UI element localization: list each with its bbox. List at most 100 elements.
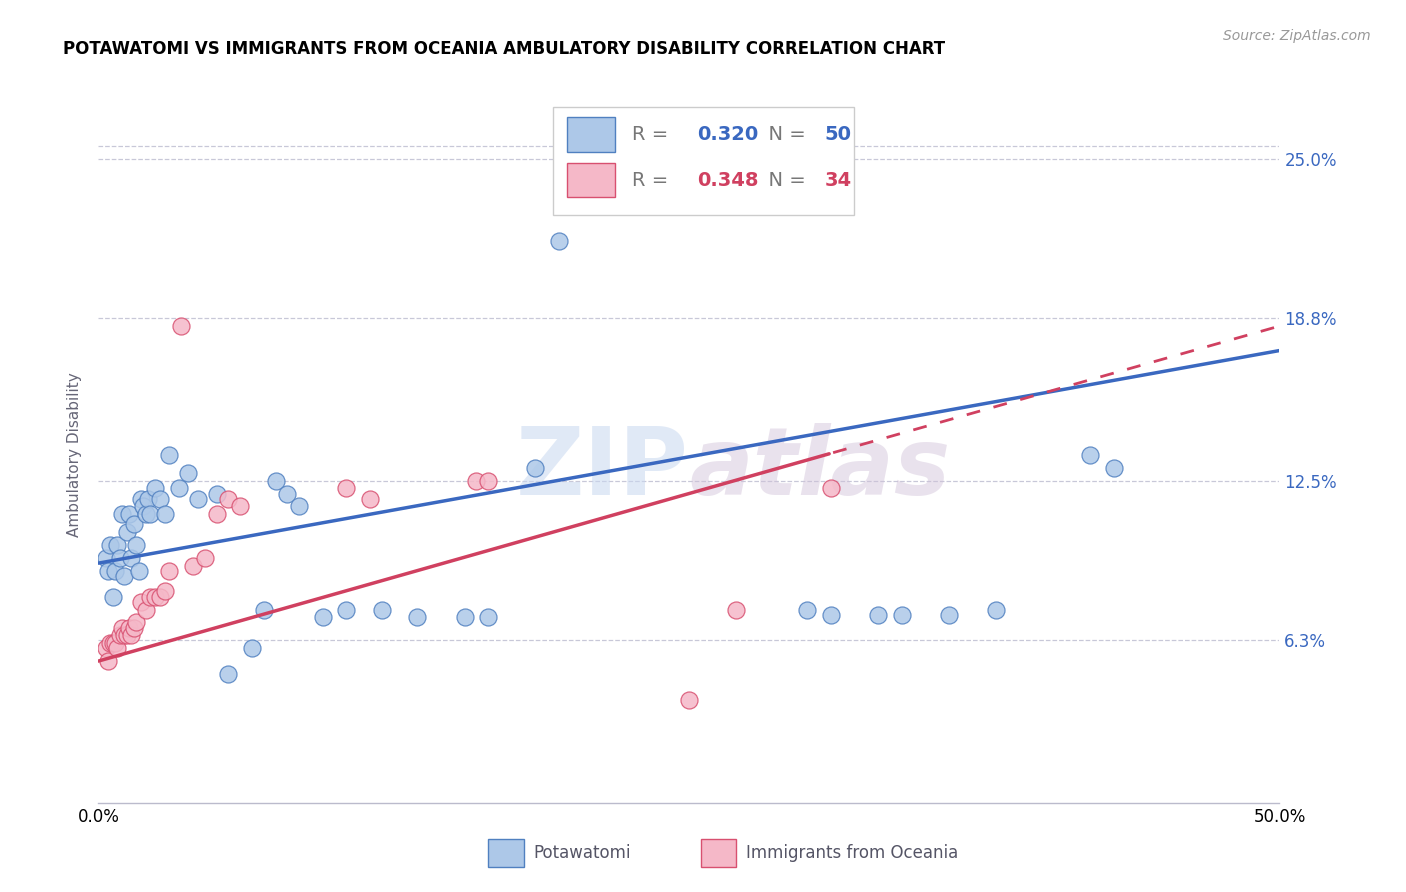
Point bbox=[548, 234, 571, 248]
Point bbox=[1080, 448, 1102, 462]
Point bbox=[984, 602, 1007, 616]
Text: ZIP: ZIP bbox=[516, 423, 689, 515]
Point bbox=[820, 607, 842, 622]
Point bbox=[104, 564, 127, 578]
Point bbox=[890, 607, 912, 622]
Point bbox=[101, 590, 124, 604]
Point bbox=[128, 564, 150, 578]
Point bbox=[122, 621, 145, 635]
Point bbox=[229, 500, 252, 514]
FancyBboxPatch shape bbox=[567, 118, 614, 153]
Point bbox=[104, 636, 127, 650]
Point bbox=[217, 491, 239, 506]
Point bbox=[112, 628, 135, 642]
Text: 34: 34 bbox=[825, 170, 852, 190]
Point bbox=[111, 621, 134, 635]
Text: R =: R = bbox=[633, 170, 675, 190]
Point bbox=[217, 667, 239, 681]
Point bbox=[105, 641, 128, 656]
Point bbox=[129, 491, 152, 506]
Point bbox=[181, 558, 204, 573]
Point bbox=[105, 538, 128, 552]
Point bbox=[94, 551, 117, 566]
Text: R =: R = bbox=[633, 126, 675, 145]
Point bbox=[101, 636, 124, 650]
Point bbox=[98, 636, 121, 650]
Point bbox=[205, 486, 228, 500]
FancyBboxPatch shape bbox=[567, 162, 614, 197]
Point bbox=[132, 500, 155, 514]
Text: POTAWATOMI VS IMMIGRANTS FROM OCEANIA AMBULATORY DISABILITY CORRELATION CHART: POTAWATOMI VS IMMIGRANTS FROM OCEANIA AM… bbox=[63, 40, 945, 58]
Text: N =: N = bbox=[756, 126, 813, 145]
Point bbox=[465, 474, 488, 488]
Point bbox=[115, 525, 138, 540]
Point bbox=[406, 610, 429, 624]
Point bbox=[108, 551, 131, 566]
Point bbox=[135, 507, 157, 521]
Point bbox=[796, 602, 818, 616]
Text: 50: 50 bbox=[825, 126, 852, 145]
Point bbox=[153, 584, 176, 599]
Text: Immigrants from Oceania: Immigrants from Oceania bbox=[745, 844, 957, 862]
Point bbox=[149, 491, 172, 506]
Point bbox=[253, 602, 276, 616]
Text: Source: ZipAtlas.com: Source: ZipAtlas.com bbox=[1223, 29, 1371, 43]
Point bbox=[312, 610, 335, 624]
FancyBboxPatch shape bbox=[488, 839, 523, 867]
Point bbox=[938, 607, 960, 622]
Text: Potawatomi: Potawatomi bbox=[533, 844, 630, 862]
Point bbox=[187, 491, 209, 506]
Point bbox=[725, 602, 748, 616]
Point bbox=[276, 486, 298, 500]
Point bbox=[205, 507, 228, 521]
Point bbox=[335, 602, 357, 616]
Point bbox=[125, 615, 148, 630]
Point bbox=[97, 654, 120, 668]
Point bbox=[149, 590, 172, 604]
Point bbox=[678, 692, 700, 706]
Point bbox=[453, 610, 475, 624]
Point bbox=[359, 491, 381, 506]
Point bbox=[111, 507, 134, 521]
Point bbox=[1102, 460, 1125, 475]
Point bbox=[135, 602, 157, 616]
Point bbox=[866, 607, 889, 622]
Text: N =: N = bbox=[756, 170, 813, 190]
Point bbox=[194, 551, 217, 566]
Point bbox=[122, 517, 145, 532]
Point bbox=[136, 491, 159, 506]
Point bbox=[143, 482, 166, 496]
Point bbox=[157, 564, 180, 578]
Text: atlas: atlas bbox=[689, 423, 950, 515]
FancyBboxPatch shape bbox=[700, 839, 737, 867]
Point bbox=[139, 590, 162, 604]
Y-axis label: Ambulatory Disability: Ambulatory Disability bbox=[67, 373, 83, 537]
Point bbox=[143, 590, 166, 604]
Point bbox=[477, 610, 499, 624]
Point bbox=[112, 569, 135, 583]
Point bbox=[108, 628, 131, 642]
Point bbox=[139, 507, 162, 521]
Point bbox=[177, 466, 200, 480]
Point bbox=[524, 460, 547, 475]
Point bbox=[240, 641, 263, 656]
Point bbox=[157, 448, 180, 462]
Point bbox=[288, 500, 311, 514]
FancyBboxPatch shape bbox=[553, 107, 855, 215]
Point bbox=[115, 628, 138, 642]
Point bbox=[97, 564, 120, 578]
Point bbox=[170, 319, 193, 334]
Point bbox=[118, 621, 141, 635]
Point bbox=[94, 641, 117, 656]
Point bbox=[371, 602, 394, 616]
Point bbox=[153, 507, 176, 521]
Point bbox=[125, 538, 148, 552]
Point bbox=[477, 474, 499, 488]
Text: 0.320: 0.320 bbox=[697, 126, 758, 145]
Point bbox=[118, 507, 141, 521]
Point bbox=[820, 482, 842, 496]
Point bbox=[335, 482, 357, 496]
Point bbox=[167, 482, 190, 496]
Point bbox=[264, 474, 287, 488]
Point bbox=[129, 595, 152, 609]
